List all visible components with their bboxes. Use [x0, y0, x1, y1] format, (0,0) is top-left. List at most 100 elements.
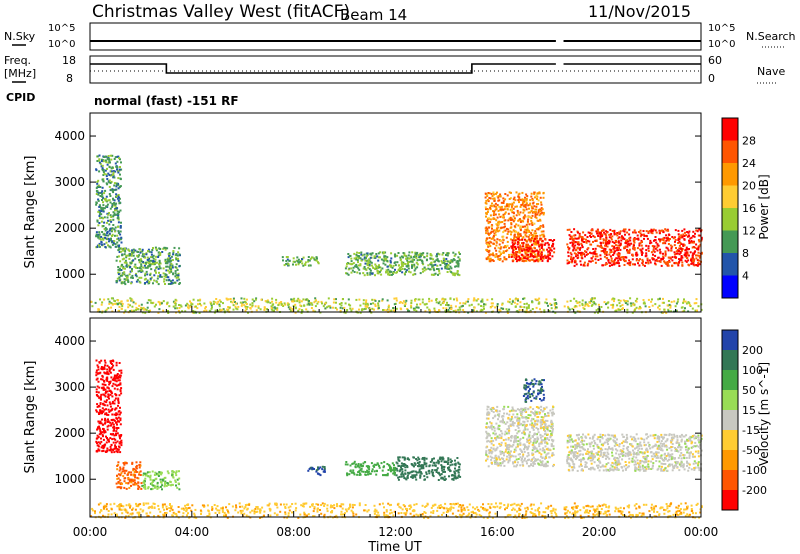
- scatter-cell: [101, 434, 104, 437]
- scatter-cell: [501, 303, 504, 306]
- scatter-cell: [456, 502, 459, 505]
- scatter-cell: [139, 251, 142, 254]
- scatter-cell: [99, 371, 102, 374]
- scatter-cell: [627, 250, 629, 253]
- scatter-cell: [123, 271, 126, 274]
- scatter-cell: [697, 239, 700, 241]
- scatter-cell: [119, 173, 121, 176]
- scatter-cell: [545, 507, 548, 510]
- scatter-cell: [300, 260, 303, 263]
- scatter-cell: [617, 241, 620, 244]
- scatter-cell: [178, 488, 181, 491]
- scatter-cell: [167, 276, 170, 279]
- scatter-cell: [531, 221, 534, 224]
- scatter-cell: [109, 421, 112, 424]
- scatter-cell: [347, 273, 350, 276]
- scatter-cell: [165, 265, 168, 268]
- scatter-cell: [253, 300, 256, 303]
- scatter-cell: [613, 245, 616, 248]
- scatter-cell: [124, 283, 127, 286]
- scatter-cell: [423, 269, 426, 272]
- scatter-cell: [120, 168, 123, 171]
- scatter-cell: [101, 193, 104, 196]
- scatter-cell: [510, 205, 513, 208]
- scatter-cell: [610, 251, 613, 253]
- scatter-cell: [452, 273, 455, 276]
- scatter-cell: [387, 305, 390, 308]
- scatter-cell: [383, 514, 386, 516]
- scatter-cell: [496, 303, 499, 306]
- scatter-cell: [322, 305, 325, 308]
- scatter-cell: [377, 259, 380, 262]
- scatter-cell: [579, 509, 582, 512]
- scatter-cell: [113, 240, 116, 243]
- scatter-cell: [193, 311, 196, 314]
- scatter-cell: [103, 387, 105, 390]
- scatter-cell: [211, 306, 213, 309]
- scatter-cell: [592, 248, 595, 250]
- scatter-cell: [499, 257, 502, 260]
- scatter-cell: [579, 260, 582, 263]
- scatter-cell: [501, 221, 504, 223]
- scatter-cell: [510, 233, 512, 236]
- scatter-cell: [547, 250, 550, 253]
- scatter-cell: [155, 249, 158, 252]
- freq-tick-lo: 8: [66, 72, 73, 85]
- scatter-cell: [152, 502, 155, 505]
- scatter-cell: [530, 217, 533, 219]
- scatter-cell: [506, 240, 509, 243]
- scatter-cell: [593, 302, 596, 305]
- scatter-cell: [608, 513, 611, 516]
- scatter-cell: [511, 259, 514, 262]
- scatter-cell: [110, 167, 113, 170]
- scatter-cell: [177, 257, 179, 260]
- scatter-cell: [614, 262, 617, 265]
- scatter-cell: [235, 504, 237, 507]
- scatter-cell: [512, 244, 514, 247]
- scatter-cell: [111, 235, 113, 237]
- scatter-cell: [97, 224, 100, 227]
- scatter-cell: [95, 203, 98, 206]
- scatter-cell: [365, 299, 368, 302]
- scatter-cell: [587, 511, 590, 514]
- scatter-cell: [495, 240, 498, 243]
- scatter-cell: [101, 164, 104, 167]
- scatter-cell: [662, 255, 665, 258]
- scatter-cell: [102, 217, 104, 220]
- scatter-cell: [109, 195, 112, 197]
- scatter-cell: [134, 476, 137, 479]
- scatter-cell: [412, 307, 415, 310]
- scatter-cell: [519, 245, 522, 248]
- scatter-cell: [103, 216, 106, 219]
- scatter-cell: [166, 302, 169, 305]
- scatter-cell: [119, 419, 122, 422]
- scatter-cell: [395, 307, 398, 310]
- scatter-cell: [317, 262, 320, 265]
- scatter-cell: [650, 503, 653, 506]
- scatter-cell: [530, 232, 533, 235]
- scatter-cell: [571, 258, 574, 261]
- scatter-cell: [666, 304, 669, 307]
- scatter-cell: [432, 264, 435, 267]
- scatter-cell: [126, 511, 129, 514]
- scatter-cell: [617, 252, 620, 255]
- scatter-cell: [416, 266, 419, 269]
- scatter-cell: [191, 303, 194, 306]
- scatter-cell: [98, 396, 101, 399]
- scatter-cell: [535, 205, 538, 208]
- scatter-cell: [103, 383, 106, 386]
- scatter-cell: [552, 507, 555, 510]
- scatter-cell: [162, 300, 165, 303]
- scatter-cell: [523, 209, 526, 212]
- scatter-cell: [677, 514, 680, 516]
- scatter-cell: [600, 250, 603, 253]
- scatter-cell: [502, 208, 505, 211]
- scatter-cell: [613, 229, 616, 232]
- nsky-label: N.Sky: [4, 30, 36, 43]
- scatter-cell: [437, 268, 440, 271]
- scatter-cell: [120, 236, 123, 239]
- freq-strip-frame: [89, 55, 702, 84]
- scatter-cell: [447, 309, 450, 311]
- scatter-cell: [316, 257, 318, 260]
- scatter-cell: [646, 237, 649, 240]
